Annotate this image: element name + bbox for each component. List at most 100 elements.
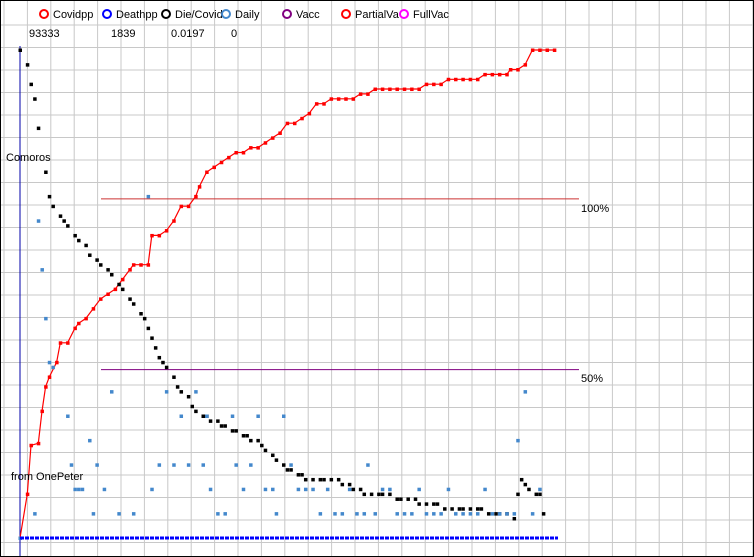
point-daily [109, 390, 114, 394]
point-die-covid [66, 224, 70, 228]
point-daily [497, 512, 502, 516]
point-die-covid [358, 487, 363, 492]
point-die-covid [128, 297, 132, 301]
point-daily [333, 512, 337, 516]
point-daily [483, 487, 487, 492]
point-daily [47, 360, 52, 365]
point-die-covid [347, 482, 352, 487]
point-die-covid [424, 502, 429, 506]
point-die-covid [303, 477, 308, 482]
ref-label-50: 50% [581, 373, 604, 385]
point-partialva [205, 170, 209, 174]
point-partialva [373, 87, 378, 92]
point-die-covid [538, 492, 542, 497]
point-daily [179, 414, 184, 418]
point-die-covid [285, 468, 290, 472]
legend-item-die-covid[interactable]: Die/Covid [161, 9, 223, 21]
point-partialva [300, 116, 304, 121]
legend-marker-icon [221, 9, 231, 19]
point-partialva [516, 68, 520, 72]
point-die-covid [142, 316, 147, 321]
point-die-covid [249, 438, 253, 443]
point-daily [282, 414, 286, 418]
point-daily [380, 487, 385, 492]
legend-label: Covidpp [53, 9, 94, 21]
point-daily [475, 512, 480, 516]
point-partialva [446, 77, 451, 82]
point-partialva [292, 121, 297, 126]
point-partialva [505, 72, 509, 77]
point-partialva [99, 297, 103, 301]
point-daily [325, 487, 330, 492]
point-partialva [366, 92, 370, 96]
point-daily [66, 414, 70, 418]
legend-item-deathpp[interactable]: Deathpp [102, 9, 158, 21]
point-daily [44, 316, 48, 321]
legend-label: Die/Covid [175, 9, 223, 21]
legend-label: Deathpp [116, 9, 158, 21]
point-daily [172, 463, 176, 467]
point-die-covid [157, 355, 162, 360]
point-daily [234, 463, 238, 467]
point-partialva [40, 409, 44, 414]
point-die-covid [475, 507, 480, 511]
point-partialva [84, 316, 88, 321]
point-die-covid [62, 219, 66, 223]
point-die-covid [33, 97, 37, 101]
point-daily [318, 512, 323, 516]
point-partialva [388, 87, 392, 92]
point-partialva [538, 48, 542, 52]
point-die-covid [194, 409, 198, 414]
point-daily [263, 487, 268, 492]
point-daily [289, 463, 293, 467]
point-die-covid [201, 414, 205, 418]
point-die-covid [109, 272, 114, 277]
legend-item-fullvac[interactable]: FullVac [399, 9, 449, 21]
point-die-covid [84, 243, 88, 248]
point-die-covid [311, 477, 315, 482]
point-partialva [410, 87, 414, 92]
point-partialva [106, 292, 110, 296]
point-die-covid [329, 477, 334, 482]
point-daily [523, 390, 528, 394]
point-partialva [358, 92, 363, 96]
point-die-covid [77, 238, 81, 243]
point-die-covid [29, 82, 33, 87]
point-partialva [66, 341, 70, 345]
point-die-covid [282, 463, 286, 467]
point-partialva [336, 97, 341, 101]
point-partialva [47, 375, 52, 379]
point-partialva [322, 102, 326, 106]
point-partialva [179, 204, 184, 209]
point-die-covid [106, 268, 110, 272]
legend-label: Vacc [296, 9, 320, 21]
point-daily [410, 512, 414, 516]
point-die-covid [47, 194, 52, 199]
point-die-covid [219, 424, 224, 428]
point-die-covid [164, 365, 169, 370]
point-partialva [461, 77, 465, 82]
point-daily [164, 390, 169, 394]
legend-item-partialva[interactable]: PartialVa [341, 9, 399, 21]
point-die-covid [369, 492, 374, 497]
point-partialva [73, 326, 77, 331]
point-die-covid [223, 424, 227, 428]
point-partialva [172, 219, 176, 223]
point-die-covid [25, 63, 30, 67]
point-die-covid [153, 346, 158, 350]
point-daily [194, 390, 198, 394]
point-daily [95, 463, 99, 467]
point-die-covid [519, 477, 524, 482]
point-die-covid [380, 492, 385, 497]
legend-item-vacc[interactable]: Vacc [282, 9, 320, 21]
point-die-covid [377, 492, 381, 497]
point-die-covid [461, 507, 465, 511]
legend-label: PartialVa [355, 9, 399, 21]
point-die-covid [435, 502, 440, 506]
point-partialva [55, 360, 59, 365]
legend-item-covidpp[interactable]: Covidpp [39, 9, 93, 21]
point-die-covid [172, 375, 176, 379]
legend-item-daily[interactable]: Daily [221, 9, 259, 21]
